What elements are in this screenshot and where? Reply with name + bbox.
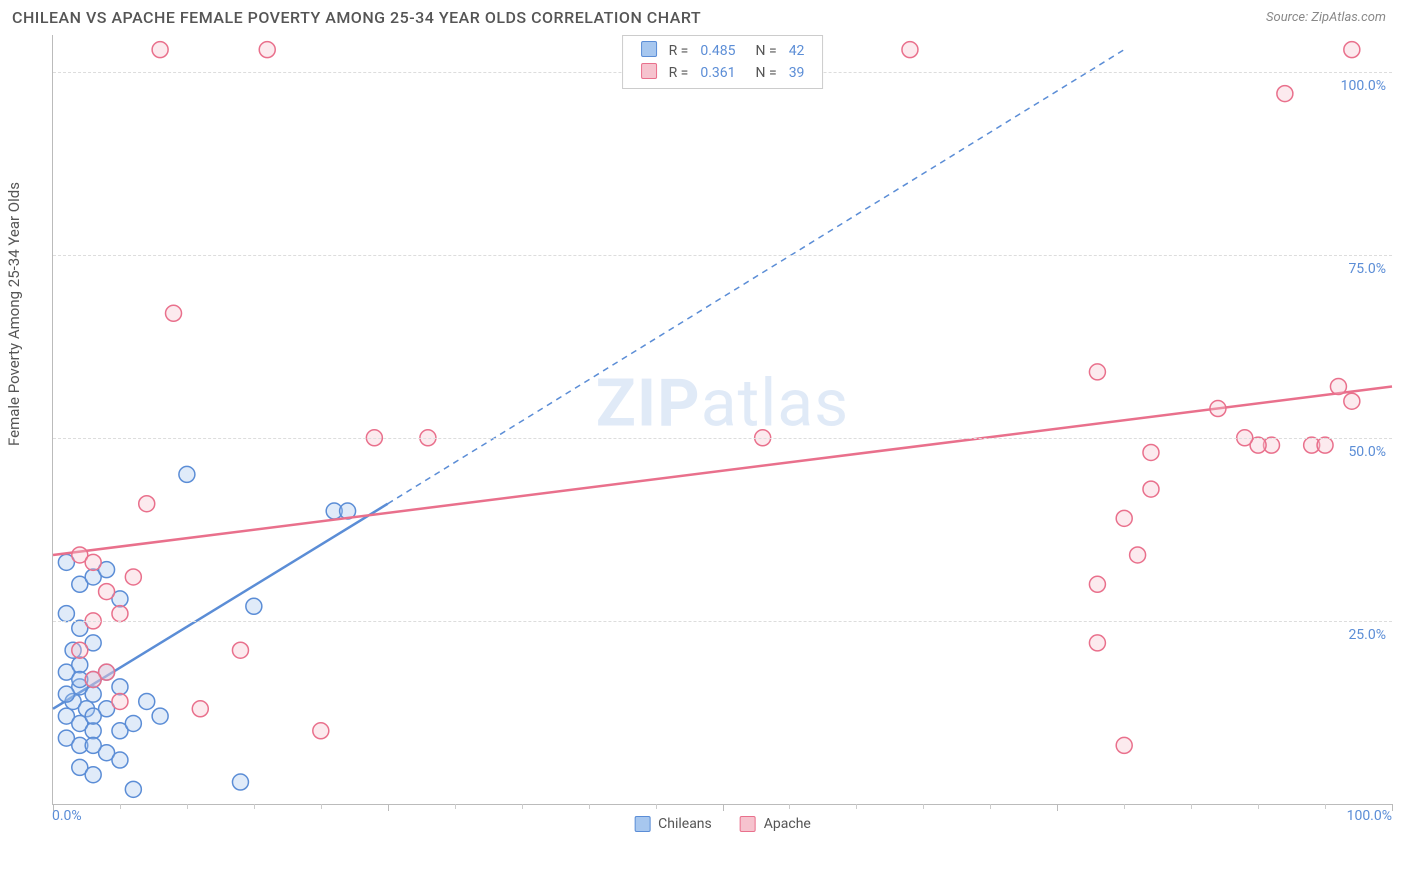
scatter-plot xyxy=(53,35,1392,804)
chart-title: CHILEAN VS APACHE FEMALE POVERTY AMONG 2… xyxy=(12,8,701,27)
y-tick-label: 25.0% xyxy=(1348,627,1386,643)
x-max-label: 100.0% xyxy=(1347,808,1392,824)
y-tick-label: 50.0% xyxy=(1348,444,1386,460)
chart-area: ZIPatlas 25.0%50.0%75.0%100.0% R =0.485 … xyxy=(52,35,1392,805)
correlation-legend: R =0.485 N =42 R =0.361 N =39 xyxy=(622,35,824,89)
x-axis-labels: 0.0% 100.0% xyxy=(52,808,1392,832)
y-tick-label: 100.0% xyxy=(1341,78,1386,94)
y-axis-title: Female Poverty Among 25-34 Year Olds xyxy=(5,182,23,446)
y-tick-label: 75.0% xyxy=(1348,261,1386,277)
x-min-label: 0.0% xyxy=(52,808,82,824)
source-label: Source: ZipAtlas.com xyxy=(1266,10,1386,25)
